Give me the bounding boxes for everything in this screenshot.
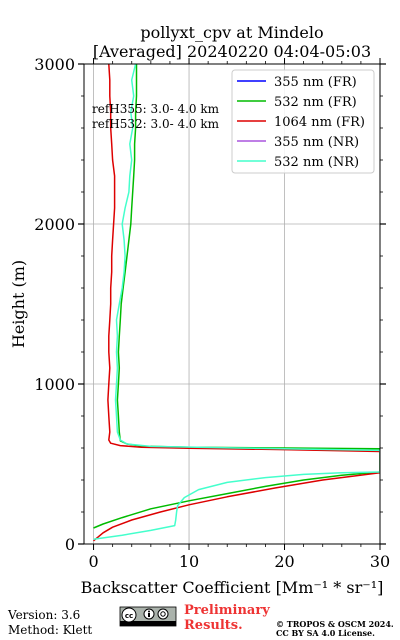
chart-title-line-2: [Averaged] 20240220 04:04-05:03: [93, 42, 371, 61]
legend-box: [231, 69, 375, 174]
y-tick-label: 2000: [34, 215, 75, 234]
legend-label-1: 532 nm (FR): [274, 95, 357, 110]
series-line-2: [93, 64, 380, 542]
ref-height-532-note: refH532: 3.0- 4.0 km: [92, 117, 220, 131]
x-tick-label: 0: [88, 552, 98, 571]
method-text: Method: Klett: [8, 623, 92, 637]
copyright-line-2: CC BY SA 4.0 License.: [276, 628, 375, 638]
preliminary-label-line-1: Preliminary: [184, 603, 270, 618]
version-text: Version: 3.6: [7, 608, 80, 622]
x-tick-label: 30: [370, 552, 390, 571]
plot-frame: [83, 63, 381, 545]
cc-license-logo: cc: [119, 606, 177, 627]
legend-label-2: 1064 nm (FR): [274, 115, 365, 130]
series-line-1: [93, 64, 380, 529]
y-tick-label: 3000: [34, 55, 75, 74]
y-tick-label: 0: [65, 535, 75, 554]
y-tick-label: 1000: [34, 375, 75, 394]
legend: 355 nm (FR) 532 nm (FR) 1064 nm (FR) 355 nm…: [237, 75, 365, 170]
chart-title-line-1: pollyxt_cpv at Mindelo: [140, 23, 323, 42]
legend-label-4: 532 nm (NR): [274, 155, 359, 170]
tick-labels: 0 10 20 30 0 1000 2000 3000: [34, 55, 390, 571]
legend-label-0: 355 nm (FR): [274, 75, 357, 90]
share-alike-icon: [157, 608, 169, 620]
x-tick-label: 20: [274, 552, 294, 571]
series-line-4: [93, 64, 380, 540]
y-axis-label: Height (m): [9, 260, 28, 348]
copyright-line-1: © TROPOS & OSCM 2024.: [276, 619, 394, 629]
x-tick-label: 10: [179, 552, 199, 571]
data-series: [93, 64, 380, 542]
preliminary-label-line-2: Results.: [184, 618, 243, 633]
legend-label-3: 355 nm (NR): [274, 135, 359, 150]
axis-ticks: [78, 58, 386, 550]
x-axis-label: Backscatter Coefficient [Mm⁻¹ * sr⁻¹]: [81, 578, 384, 597]
cc-icon: [121, 607, 137, 623]
svg-text:cc: cc: [125, 612, 133, 620]
ref-height-355-note: refH355: 3.0- 4.0 km: [92, 102, 220, 116]
